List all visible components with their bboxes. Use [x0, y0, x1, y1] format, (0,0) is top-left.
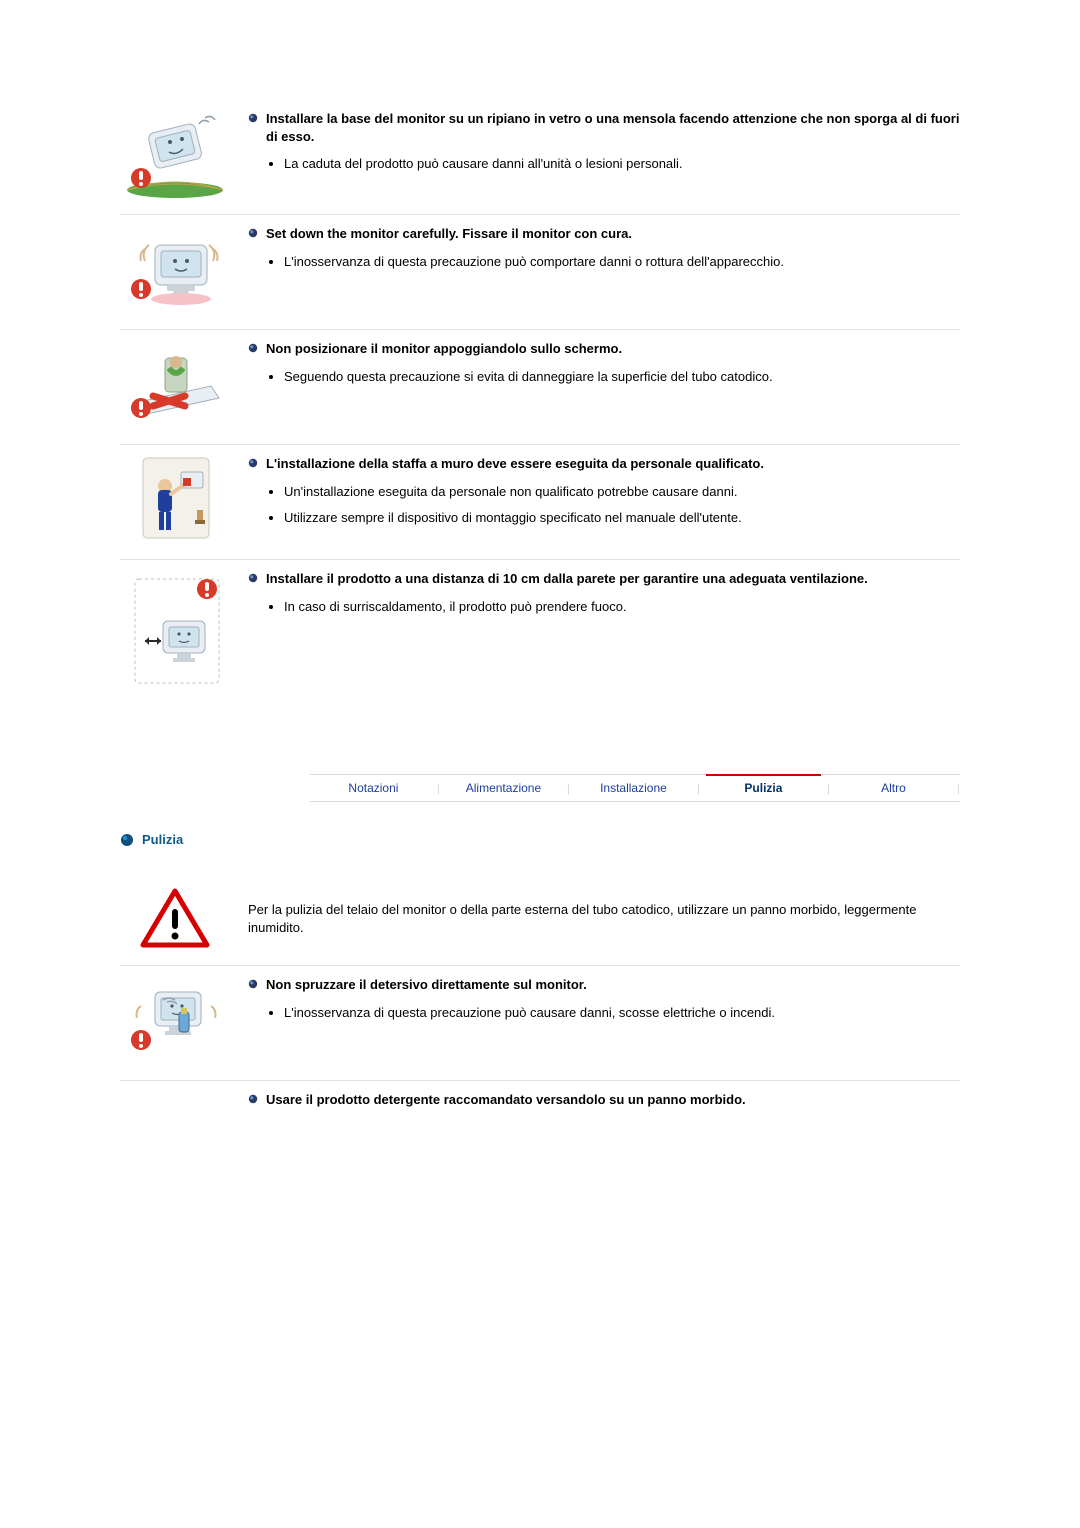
- safety-heading: Set down the monitor carefully. Fissare …: [248, 225, 960, 243]
- safety-illustration: [120, 340, 230, 430]
- tab-label: Altro: [881, 781, 906, 795]
- cleaning-item: Usare il prodotto detergente raccomandat…: [120, 1081, 960, 1133]
- heading-text: Installare il prodotto a una distanza di…: [266, 570, 960, 588]
- safety-illustration: [120, 455, 230, 545]
- section-title-text: Pulizia: [142, 832, 183, 847]
- safety-item: L'installazione della staffa a muro deve…: [120, 444, 960, 559]
- safety-heading: Installare il prodotto a una distanza di…: [248, 570, 960, 588]
- page: Installare la base del monitor su un rip…: [0, 0, 1080, 1193]
- tab-separator: |: [957, 781, 960, 795]
- safety-illustration: [120, 110, 230, 200]
- bullet-icon: [248, 113, 258, 123]
- section-bullet-icon: [120, 833, 134, 847]
- cleaning-heading: Non spruzzare il detersivo direttamente …: [248, 976, 960, 994]
- detail-list: In caso di surriscaldamento, il prodotto…: [284, 598, 960, 616]
- heading-text: Set down the monitor carefully. Fissare …: [266, 225, 960, 243]
- detail-item: Utilizzare sempre il dispositivo di mont…: [284, 509, 960, 527]
- safety-text: Installare la base del monitor su un rip…: [230, 110, 960, 181]
- tab-label: Notazioni: [348, 781, 398, 795]
- safety-item: Installare la base del monitor su un rip…: [120, 100, 960, 214]
- bullet-icon: [248, 573, 258, 583]
- tab-label: Pulizia: [744, 781, 782, 795]
- bullet-icon: [248, 458, 258, 468]
- tab-label: Alimentazione: [466, 781, 541, 795]
- safety-item: Non posizionare il monitor appoggiandolo…: [120, 329, 960, 444]
- warning-text: Per la pulizia del telaio del monitor o …: [230, 901, 960, 937]
- warning-illustration: [120, 887, 230, 951]
- heading-text: Non posizionare il monitor appoggiandolo…: [266, 340, 960, 358]
- safety-item: Set down the monitor carefully. Fissare …: [120, 214, 960, 329]
- tab-label: Installazione: [600, 781, 667, 795]
- tab-pulizia[interactable]: Pulizia: [700, 775, 827, 801]
- safety-illustration: [120, 570, 230, 690]
- safety-heading: Installare la base del monitor su un rip…: [248, 110, 960, 145]
- safety-text: Non posizionare il monitor appoggiandolo…: [230, 340, 960, 394]
- heading-text: Installare la base del monitor su un rip…: [266, 110, 960, 145]
- heading-text: Usare il prodotto detergente raccomandat…: [266, 1091, 960, 1109]
- bullet-icon: [248, 228, 258, 238]
- section-title: Pulizia: [120, 832, 960, 847]
- bullet-icon: [248, 1094, 258, 1104]
- tab-bar: Notazioni | Alimentazione | Installazion…: [310, 774, 960, 802]
- tab-altro[interactable]: Altro: [830, 775, 957, 801]
- detail-list: L'inosservanza di questa precauzione può…: [284, 253, 960, 271]
- detail-list: L'inosservanza di questa precauzione può…: [284, 1004, 960, 1022]
- safety-heading: L'installazione della staffa a muro deve…: [248, 455, 960, 473]
- tab-active-indicator: [706, 774, 821, 776]
- safety-heading: Non posizionare il monitor appoggiandolo…: [248, 340, 960, 358]
- safety-text: Installare il prodotto a una distanza di…: [230, 570, 960, 624]
- cleaning-text: Non spruzzare il detersivo direttamente …: [230, 976, 960, 1030]
- warning-triangle-icon: [139, 887, 211, 951]
- cleaning-list: Non spruzzare il detersivo direttamente …: [120, 966, 960, 1133]
- safety-list: Installare la base del monitor su un rip…: [120, 100, 960, 704]
- bullet-icon: [248, 343, 258, 353]
- detail-item: Un'installazione eseguita da personale n…: [284, 483, 960, 501]
- tab-notazioni[interactable]: Notazioni: [310, 775, 437, 801]
- detail-item: La caduta del prodotto può causare danni…: [284, 155, 960, 173]
- safety-text: Set down the monitor carefully. Fissare …: [230, 225, 960, 279]
- warning-row: Per la pulizia del telaio del monitor o …: [120, 877, 960, 966]
- tab-installazione[interactable]: Installazione: [570, 775, 697, 801]
- bullet-icon: [248, 979, 258, 989]
- detail-list: Seguendo questa precauzione si evita di …: [284, 368, 960, 386]
- cleaning-text: Usare il prodotto detergente raccomandat…: [230, 1091, 960, 1119]
- safety-item: Installare il prodotto a una distanza di…: [120, 559, 960, 704]
- detail-item: L'inosservanza di questa precauzione può…: [284, 1004, 960, 1022]
- heading-text: L'installazione della staffa a muro deve…: [266, 455, 960, 473]
- cleaning-item: Non spruzzare il detersivo direttamente …: [120, 966, 960, 1081]
- detail-list: La caduta del prodotto può causare danni…: [284, 155, 960, 173]
- cleaning-illustration: [120, 1091, 230, 1111]
- heading-text: Non spruzzare il detersivo direttamente …: [266, 976, 960, 994]
- cleaning-heading: Usare il prodotto detergente raccomandat…: [248, 1091, 960, 1109]
- safety-text: L'installazione della staffa a muro deve…: [230, 455, 960, 535]
- cleaning-illustration: [120, 976, 230, 1066]
- detail-item: In caso di surriscaldamento, il prodotto…: [284, 598, 960, 616]
- detail-list: Un'installazione eseguita da personale n…: [284, 483, 960, 527]
- detail-item: Seguendo questa precauzione si evita di …: [284, 368, 960, 386]
- safety-illustration: [120, 225, 230, 315]
- tab-alimentazione[interactable]: Alimentazione: [440, 775, 567, 801]
- detail-item: L'inosservanza di questa precauzione può…: [284, 253, 960, 271]
